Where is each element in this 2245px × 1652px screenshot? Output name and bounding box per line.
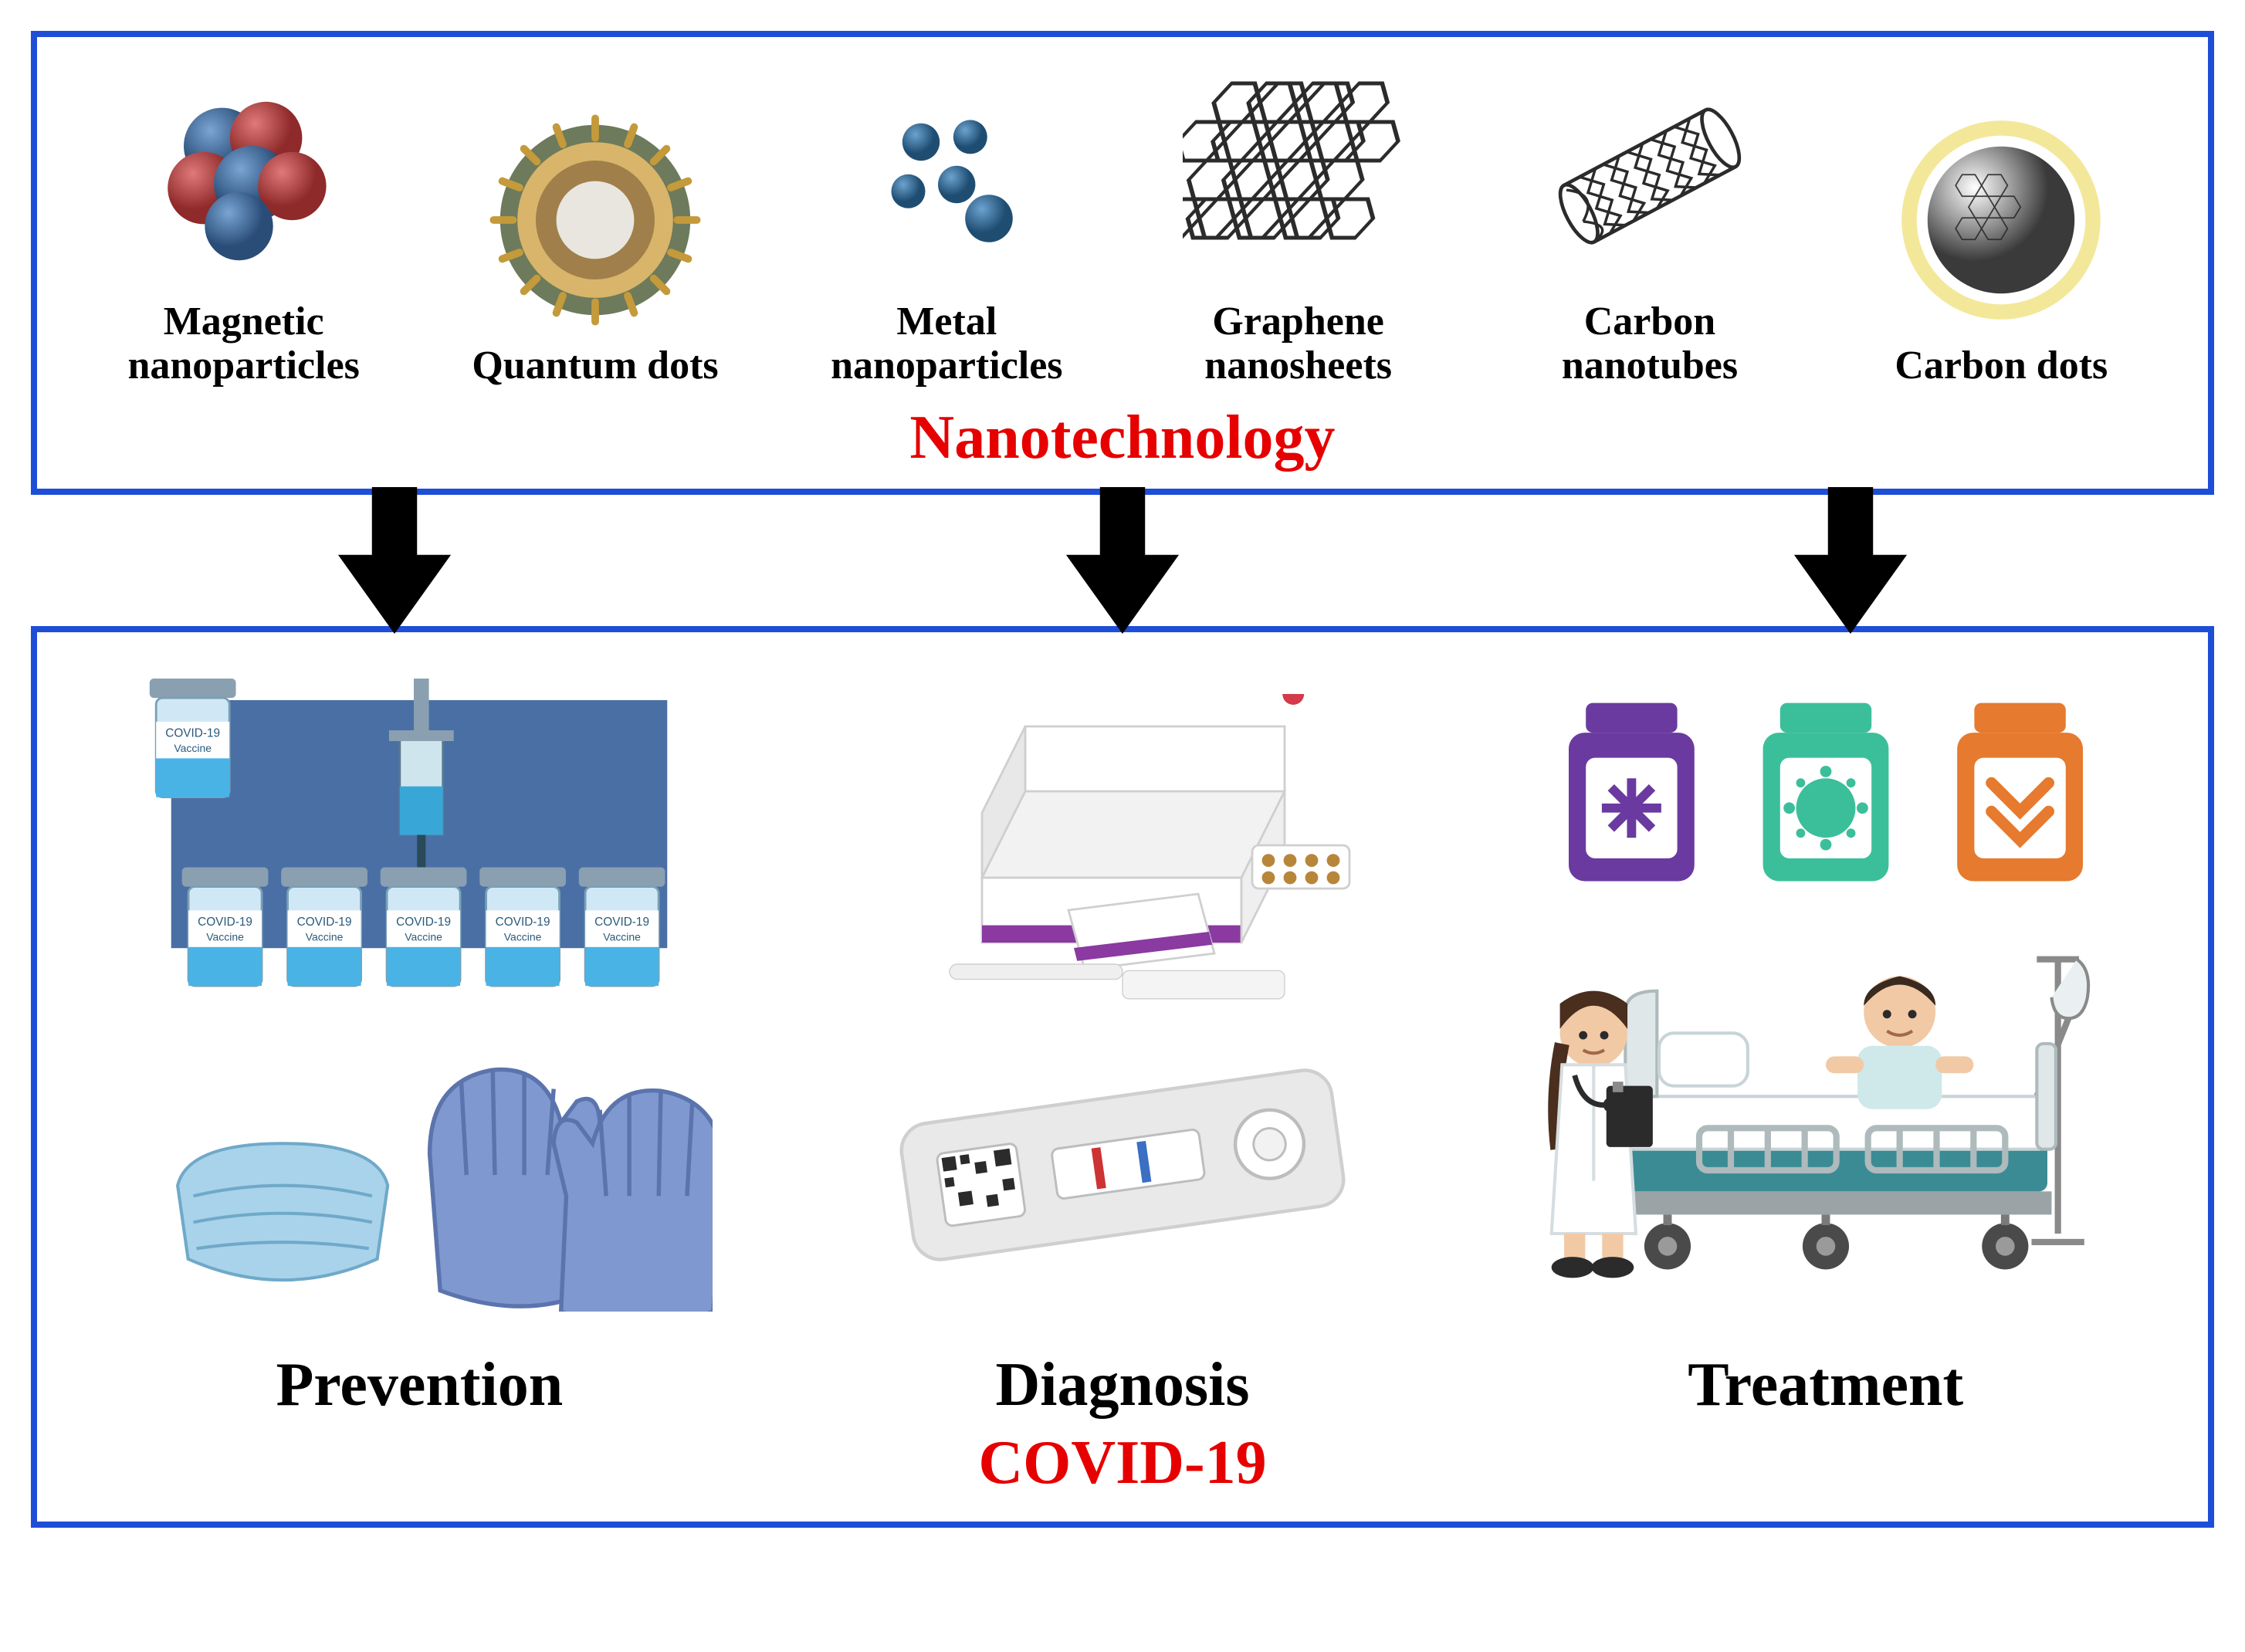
top-section-title: Nanotechnology [909,403,1335,473]
diagnosis-illustration [806,679,1439,1312]
app-diagnosis: Diagnosis [771,679,1475,1420]
svg-text:Vaccine: Vaccine [174,742,212,754]
graphene-icon [1175,60,1422,292]
nano-label: Magnetic nanoparticles [127,300,359,388]
quantum-dots-icon [472,104,719,336]
top-panel: Magnetic nanoparticles [31,31,2214,495]
arrow-down-icon [1065,487,1180,634]
nanomaterial-row: Magnetic nanoparticles [68,60,2177,388]
arrow-down-icon [337,487,452,634]
nano-label: Carbon dots [1895,344,2108,388]
rapid-test-illustration [837,1034,1408,1296]
app-label: Diagnosis [996,1350,1250,1420]
app-prevention: COVID-19 Vaccine [68,679,771,1420]
bottom-panel: COVID-19 Vaccine [31,626,2214,1528]
nano-label: Graphene nanosheets [1204,300,1392,388]
nano-label: Carbon nanotubes [1562,300,1738,388]
app-label: Prevention [276,1350,563,1420]
hospital-bed-illustration [1509,914,2142,1300]
nano-item-graphene: Graphene nanosheets [1122,60,1474,388]
vaccine-illustration: COVID-19 Vaccine [126,679,713,1002]
carbon-dots-icon [1878,104,2125,336]
nano-item-magnetic: Magnetic nanoparticles [68,60,419,388]
nano-label: Metal nanoparticles [831,300,1062,388]
app-label: Treatment [1688,1350,1963,1420]
ppe-illustration [126,1017,713,1312]
prevention-illustration: COVID-19 Vaccine [103,679,736,1312]
metal-np-icon [823,60,1070,292]
arrow-down-icon [1793,487,1908,634]
bottom-section-title: COVID-19 [978,1428,1266,1498]
test-kit-illustration [837,694,1408,1018]
svg-text:COVID-19: COVID-19 [166,727,221,740]
carbon-nanotube-icon [1526,60,1773,292]
nano-label: Quantum dots [472,344,718,388]
treatment-illustration [1509,679,2142,1312]
applications-row: COVID-19 Vaccine [68,679,2177,1420]
nano-item-cnt: Carbon nanotubes [1474,60,1825,388]
app-treatment: Treatment [1474,679,2177,1420]
magnetic-np-icon [120,60,367,292]
medicine-bottles-illustration [1540,690,2111,899]
infographic-root: Magnetic nanoparticles [31,31,2214,1528]
nano-item-metal: Metal nanoparticles [771,60,1122,388]
nano-item-quantum: Quantum dots [419,104,770,388]
arrows-row [31,487,2214,634]
nano-item-cdots: Carbon dots [1826,104,2177,388]
